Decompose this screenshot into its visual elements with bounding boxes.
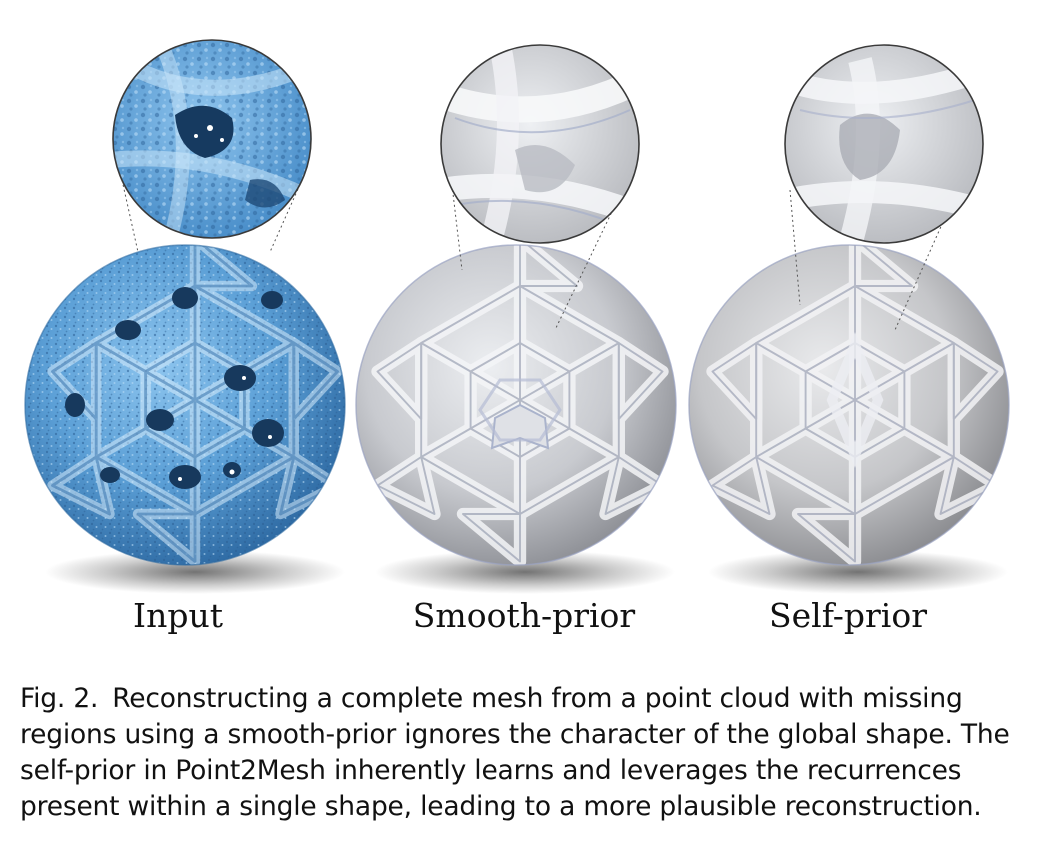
figure-number: Fig. 2. bbox=[20, 683, 99, 714]
smooth-prior-label: Smooth-prior bbox=[412, 596, 636, 635]
smooth-prior-panel bbox=[355, 44, 677, 594]
input-panel bbox=[24, 39, 346, 594]
caption-text: Reconstructing a complete mesh from a po… bbox=[20, 683, 1010, 822]
figure-caption: Fig. 2. Reconstructing a complete mesh fr… bbox=[20, 681, 1030, 825]
self-prior-label: Self-prior bbox=[769, 596, 927, 635]
input-label: Input bbox=[133, 596, 223, 635]
figure-2: Input Smooth-prior Self-prior bbox=[24, 39, 1010, 635]
self-prior-panel bbox=[688, 44, 1010, 594]
figure-illustration bbox=[24, 39, 1010, 594]
